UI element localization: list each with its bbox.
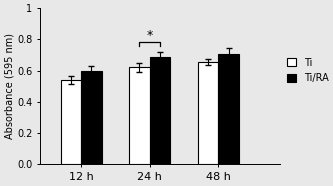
- Bar: [198, 62, 218, 164]
- Bar: [150, 57, 170, 164]
- Bar: [61, 80, 81, 164]
- Bar: [218, 54, 239, 164]
- Bar: [129, 68, 150, 164]
- Bar: [81, 70, 102, 164]
- Y-axis label: Absorbance (595 nm): Absorbance (595 nm): [4, 33, 14, 139]
- Legend: Ti, Ti/RA: Ti, Ti/RA: [287, 58, 329, 84]
- Text: *: *: [147, 29, 153, 42]
